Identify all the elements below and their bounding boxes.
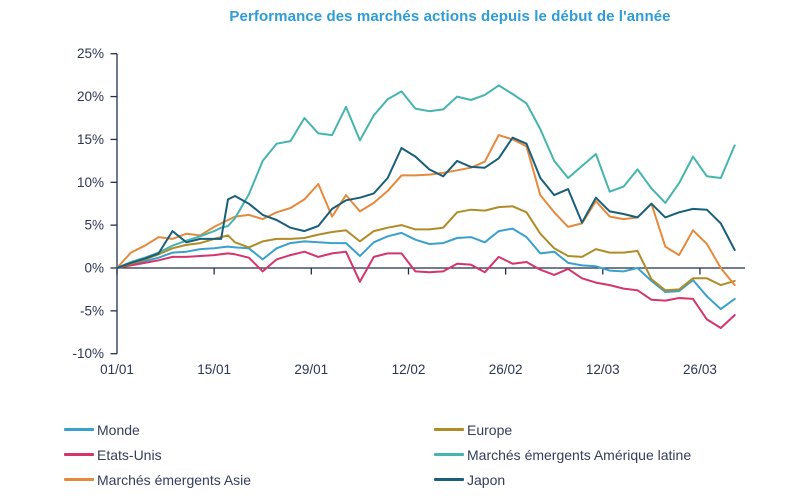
legend-swatch-asie — [64, 478, 94, 481]
x-tick-label: 15/01 — [197, 362, 231, 377]
y-tick-label: 25% — [77, 46, 104, 61]
legend-swatch-monde — [64, 428, 94, 431]
series-line-europe — [116, 205, 736, 292]
x-tick-label: 12/02 — [392, 362, 426, 377]
legend-label-japon: Japon — [467, 471, 506, 488]
legend-item-etats-unis: Etats-Unis — [64, 442, 251, 467]
y-tick-label: 10% — [77, 175, 104, 190]
x-tick-label: 12/03 — [586, 362, 620, 377]
series-line-etats-unis — [116, 250, 736, 329]
legend-label-monde: Monde — [97, 421, 140, 438]
legend-item-europe: Europe — [434, 417, 691, 442]
series-line-amerique-latine — [116, 84, 736, 269]
legend-column-2: Europe Marchés émergents Amérique latine J… — [434, 417, 691, 492]
legend-swatch-etats-unis — [64, 453, 94, 456]
x-tick-label: 26/03 — [683, 362, 717, 377]
legend-swatch-japon — [434, 478, 464, 481]
y-tick-label: -5% — [80, 303, 104, 318]
legend-item-monde: Monde — [64, 417, 251, 442]
legend-swatch-amerique-latine — [434, 453, 464, 456]
legend-column-1: Monde Etats-Unis Marchés émergents Asie — [64, 417, 251, 492]
legend-label-amerique-latine: Marchés émergents Amérique latine — [467, 446, 692, 463]
y-tick-label: 20% — [77, 89, 104, 104]
legend-label-etats-unis: Etats-Unis — [97, 446, 162, 463]
y-tick-label: 5% — [84, 218, 104, 233]
y-tick-label: 15% — [77, 132, 104, 147]
legend-label-asie: Marchés émergents Asie — [97, 471, 252, 488]
x-tick-label: 29/01 — [294, 362, 328, 377]
series-line-japon — [116, 136, 736, 269]
legend-item-japon: Japon — [434, 467, 691, 492]
series-line-monde — [116, 227, 736, 311]
chart-title: Performance des marchés actions depuis l… — [229, 8, 671, 25]
legend-item-amerique-latine: Marchés émergents Amérique latine — [434, 442, 691, 467]
legend-label-europe: Europe — [467, 421, 513, 438]
y-tick-label: -10% — [72, 346, 104, 361]
legend-item-asie: Marchés émergents Asie — [64, 467, 251, 492]
x-tick-label: 01/01 — [100, 362, 134, 377]
legend-swatch-europe — [434, 428, 464, 431]
series-line-asie — [116, 134, 736, 287]
y-tick-label: 0% — [84, 261, 104, 276]
x-tick-label: 26/02 — [489, 362, 523, 377]
